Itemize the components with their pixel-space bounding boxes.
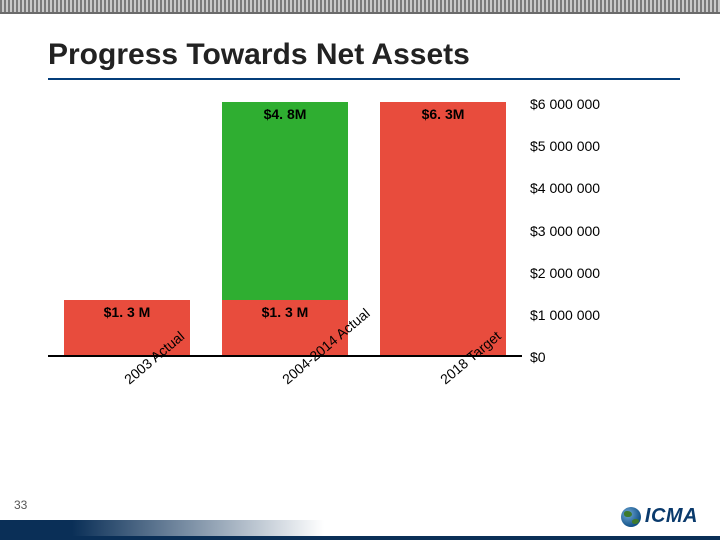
chart-plot-area: $1. 3 M $1. 3 M $4. 8M $6. 3M [48, 104, 522, 357]
net-assets-chart: $1. 3 M$1. 3 M$4. 8M$6. 3M $6 000 000$5 … [48, 104, 680, 434]
bar: $1. 3 M $4. 8M [222, 98, 348, 355]
bar-segment-value: $1. 3 M [222, 304, 348, 320]
bar-segment [380, 102, 506, 355]
footer-swoosh [0, 520, 720, 540]
y-tick-label: $4 000 000 [530, 180, 600, 196]
y-tick-label: $3 000 000 [530, 223, 600, 239]
y-tick-label: $0 [530, 349, 546, 365]
bar-segment-value: $6. 3M [380, 106, 506, 122]
bar-segment [222, 102, 348, 300]
title-container: Progress Towards Net Assets [0, 14, 720, 84]
slide-title: Progress Towards Net Assets [48, 38, 680, 80]
page-number: 33 [14, 498, 27, 512]
y-tick-label: $1 000 000 [530, 307, 600, 323]
bar-segment-value: $4. 8M [222, 106, 348, 122]
bar-segment-value: $1. 3 M [64, 304, 190, 320]
top-decorative-band [0, 0, 720, 14]
y-tick-label: $2 000 000 [530, 265, 600, 281]
slide: Progress Towards Net Assets $1. 3 M$1. 3… [0, 0, 720, 540]
y-tick-label: $5 000 000 [530, 138, 600, 154]
bar: $6. 3M [380, 90, 506, 355]
y-tick-label: $6 000 000 [530, 96, 600, 112]
